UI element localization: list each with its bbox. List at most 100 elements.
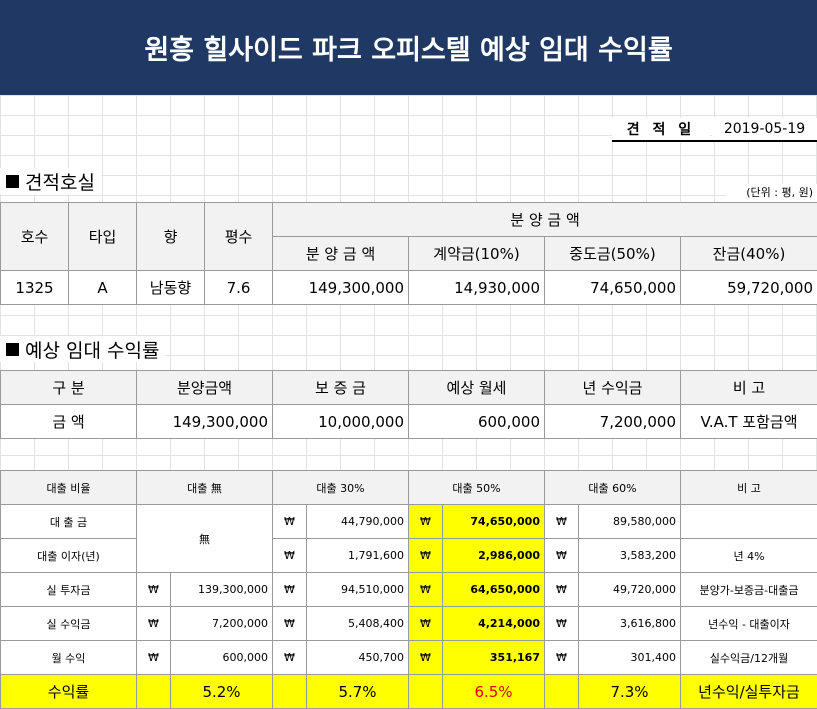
cell-deposit: 14,930,000 <box>409 271 545 305</box>
won-icon: ₩ <box>137 573 171 607</box>
won-icon: ₩ <box>545 539 579 573</box>
won-icon: ₩ <box>545 641 579 675</box>
cell-no-loan: 600,000 <box>171 641 273 675</box>
header-loan-30: 대출 30% <box>273 471 409 505</box>
won-icon: ₩ <box>545 573 579 607</box>
won-icon: ₩ <box>137 641 171 675</box>
cell-note: 실수익금/12개월 <box>681 641 817 675</box>
header-monthly-rent: 예상 월세 <box>409 371 545 405</box>
won-icon: ₩ <box>409 641 443 675</box>
cell-loan-60: 49,720,000 <box>579 573 681 607</box>
cell-note: 년수익 - 대출이자 <box>681 607 817 641</box>
rent-table: 구 분 분양금액 보 증 금 예상 월세 년 수익금 비 고 금 액 149,3… <box>0 370 817 439</box>
yield-spacer <box>409 675 443 709</box>
row-label: 대 출 금 <box>1 505 137 539</box>
estimate-underline <box>612 140 817 142</box>
cell-loan-50: 4,214,000 <box>443 607 545 641</box>
loan-table: 대출 비율 대출 無 대출 30% 대출 50% 대출 60% 비 고 대 출 … <box>0 470 817 709</box>
cell-no-loan: 139,300,000 <box>171 573 273 607</box>
header-loan-60: 대출 60% <box>545 471 681 505</box>
header-sale-price-group: 분 양 금 액 <box>273 203 817 237</box>
cell-middle-payment: 74,650,000 <box>545 271 681 305</box>
cell-sale-amount: 149,300,000 <box>137 405 273 439</box>
header-loan-ratio: 대출 비율 <box>1 471 137 505</box>
yield-spacer <box>273 675 307 709</box>
won-icon: ₩ <box>273 573 307 607</box>
won-icon: ₩ <box>273 641 307 675</box>
cell-monthly-rent: 600,000 <box>409 405 545 439</box>
won-icon: ₩ <box>409 607 443 641</box>
yield-loan-60: 7.3% <box>579 675 681 709</box>
unit-note: (단위 : 평, 원) <box>726 184 817 202</box>
cell-room: 1325 <box>1 271 69 305</box>
yield-spacer <box>137 675 171 709</box>
table-row: 실 수익금 ₩ 7,200,000 ₩ 5,408,400 ₩ 4,214,00… <box>1 607 817 641</box>
yield-no-loan: 5.2% <box>171 675 273 709</box>
row-label: 실 수익금 <box>1 607 137 641</box>
cell-area: 7.6 <box>205 271 273 305</box>
header-room: 호수 <box>1 203 69 271</box>
cell-annual-income: 7,200,000 <box>545 405 681 439</box>
header-middle-payment: 중도금(50%) <box>545 237 681 271</box>
cell-security-deposit: 10,000,000 <box>273 405 409 439</box>
won-icon: ₩ <box>545 607 579 641</box>
header-loan-remark: 비 고 <box>681 471 817 505</box>
page-title: 원흥 힐사이드 파크 오피스텔 예상 임대 수익률 <box>0 0 817 95</box>
header-direction: 향 <box>137 203 205 271</box>
cell-direction: 남동향 <box>137 271 205 305</box>
won-icon: ₩ <box>137 607 171 641</box>
row-label: 월 수익 <box>1 641 137 675</box>
yield-loan-50: 6.5% <box>443 675 545 709</box>
cell-loan-60: 301,400 <box>579 641 681 675</box>
header-sale-amount: 분양금액 <box>137 371 273 405</box>
cell-note: 분양가-보증금-대출금 <box>681 573 817 607</box>
section-unit-title: 견적호실 <box>25 168 95 195</box>
cell-loan-50: 74,650,000 <box>443 505 545 539</box>
header-no-loan: 대출 無 <box>137 471 273 505</box>
cell-loan-50: 2,986,000 <box>443 539 545 573</box>
cell-balance: 59,720,000 <box>681 271 817 305</box>
header-annual-income: 년 수익금 <box>545 371 681 405</box>
cell-loan-60: 3,616,800 <box>579 607 681 641</box>
header-balance: 잔금(40%) <box>681 237 817 271</box>
row-label: 실 투자금 <box>1 573 137 607</box>
section-rent-title: 예상 임대 수익률 <box>25 336 159 363</box>
section-rent-heading: 예상 임대 수익률 <box>0 336 165 362</box>
cell-note <box>681 505 817 539</box>
won-icon: ₩ <box>273 505 307 539</box>
won-icon: ₩ <box>545 505 579 539</box>
cell-loan-50: 351,167 <box>443 641 545 675</box>
header-type: 타입 <box>69 203 137 271</box>
yield-spacer <box>545 675 579 709</box>
cell-loan-50: 64,650,000 <box>443 573 545 607</box>
won-icon: ₩ <box>273 539 307 573</box>
cell-note: 년 4% <box>681 539 817 573</box>
cell-loan-30: 450,700 <box>307 641 409 675</box>
cell-no-loan-mark: 無 <box>137 505 273 573</box>
cell-loan-60: 3,583,200 <box>579 539 681 573</box>
won-icon: ₩ <box>409 505 443 539</box>
cell-no-loan: 7,200,000 <box>171 607 273 641</box>
cell-loan-30: 5,408,400 <box>307 607 409 641</box>
won-icon: ₩ <box>409 539 443 573</box>
header-category: 구 분 <box>1 371 137 405</box>
cell-loan-30: 44,790,000 <box>307 505 409 539</box>
cell-remark: V.A.T 포함금액 <box>681 405 817 439</box>
cell-sale-price: 149,300,000 <box>273 271 409 305</box>
cell-type: A <box>69 271 137 305</box>
cell-amount-label: 금 액 <box>1 405 137 439</box>
table-row: 월 수익 ₩ 600,000 ₩ 450,700 ₩ 351,167 ₩ 301… <box>1 641 817 675</box>
table-row: 대출 이자(년) ₩ 1,791,600 ₩ 2,986,000 ₩ 3,583… <box>1 539 817 573</box>
cell-loan-30: 94,510,000 <box>307 573 409 607</box>
table-row: 대 출 금 無 ₩ 44,790,000 ₩ 74,650,000 ₩ 89,5… <box>1 505 817 539</box>
section-unit-heading: 견적호실 <box>0 168 101 194</box>
yield-loan-30: 5.7% <box>307 675 409 709</box>
yield-label: 수익률 <box>1 675 137 709</box>
cell-loan-30: 1,791,600 <box>307 539 409 573</box>
unit-table: 호수 타입 향 평수 분 양 금 액 분 양 금 액 계약금(10%) 중도금(… <box>0 202 817 305</box>
square-bullet-icon <box>6 343 19 356</box>
header-loan-50: 대출 50% <box>409 471 545 505</box>
square-bullet-icon <box>6 175 19 188</box>
table-row: 실 투자금 ₩ 139,300,000 ₩ 94,510,000 ₩ 64,65… <box>1 573 817 607</box>
estimate-date-value: 2019-05-19 <box>712 118 817 140</box>
